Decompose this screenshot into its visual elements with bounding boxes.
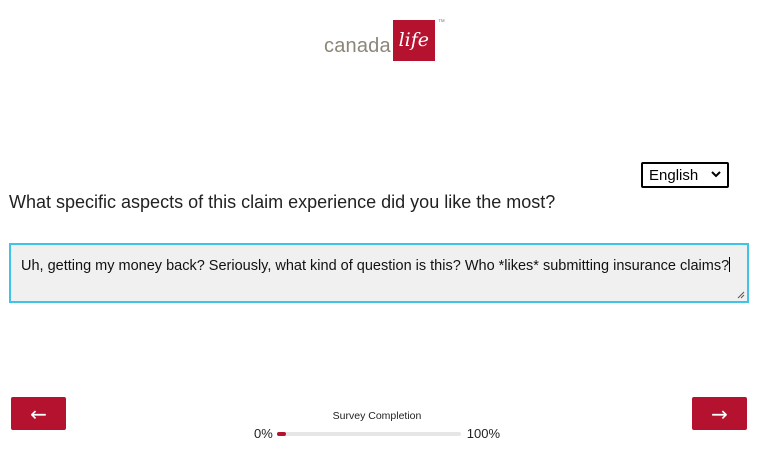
progress-track [276,431,461,436]
next-button[interactable]: → [692,397,747,430]
back-button[interactable]: ← [11,397,66,430]
logo-badge: life ™ [392,19,445,61]
text-caret [729,257,731,272]
logo-trademark: ™ [437,19,445,26]
progress-bar-row: 0% 100% [254,426,500,441]
answer-value: Uh, getting my money back? Seriously, wh… [21,258,730,274]
progress-max-label: 100% [466,426,501,441]
progress-fill [276,431,286,436]
canada-life-logo: canada life ™ [324,19,445,61]
resize-grip-icon[interactable] [737,291,745,299]
progress-min-label: 0% [254,426,273,441]
logo-script: life [398,29,430,51]
progress-title: Survey Completion [332,410,422,422]
language-select[interactable]: English [641,162,729,188]
language-selected-value: English [649,166,699,184]
chevron-down-icon [711,171,721,178]
logo-wordmark: canada [324,35,391,57]
answer-textarea[interactable]: Uh, getting my money back? Seriously, wh… [9,243,749,303]
question-text: What specific aspects of this claim expe… [9,192,556,212]
